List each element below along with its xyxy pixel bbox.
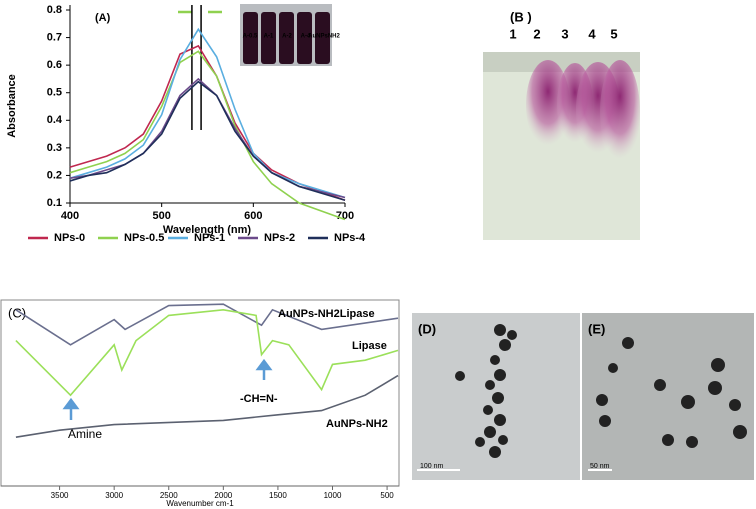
line-series bbox=[69, 77, 346, 199]
legend-label: NPs-4 bbox=[334, 232, 366, 244]
line-series bbox=[69, 50, 346, 221]
lane-label: 2 bbox=[533, 26, 540, 41]
panel-label: (A) bbox=[95, 12, 111, 24]
vial-label: AuNPsNH2 bbox=[308, 34, 340, 40]
legend-label: NPs-0 bbox=[54, 232, 85, 244]
vial-label: A-4 bbox=[301, 34, 311, 40]
scale-label: 50 nm bbox=[590, 463, 610, 470]
y-tick-label: 0.3 bbox=[47, 142, 62, 154]
annotation: Amine bbox=[68, 427, 102, 441]
panel-label: (B ) bbox=[510, 9, 532, 24]
x-axis-label: Wavelength (nm) bbox=[163, 224, 252, 236]
y-tick-label: 0.4 bbox=[47, 114, 63, 126]
x-tick-label: 2500 bbox=[160, 491, 178, 500]
x-axis-label: Wavenumber cm-1 bbox=[166, 499, 234, 508]
line-series bbox=[69, 80, 346, 202]
vial-label: A-2 bbox=[282, 34, 292, 40]
plot-frame bbox=[0, 299, 400, 487]
x-tick-label: 2000 bbox=[214, 491, 232, 500]
x-tick-label: 3500 bbox=[51, 491, 69, 500]
x-tick-label: 1000 bbox=[324, 491, 342, 500]
panel-label: (D) bbox=[418, 321, 436, 336]
x-tick-label: 1500 bbox=[269, 491, 287, 500]
series-label: AuNPs-NH2Lipase bbox=[278, 308, 375, 320]
y-tick-label: 0.5 bbox=[47, 87, 62, 99]
x-tick-label: 700 bbox=[336, 210, 354, 222]
annotation: -CH=N- bbox=[240, 393, 278, 405]
line-series bbox=[15, 374, 399, 438]
y-tick-label: 0.2 bbox=[47, 169, 62, 181]
tem-image-e bbox=[582, 313, 754, 480]
lane-label: 4 bbox=[588, 26, 596, 41]
gel-bands bbox=[526, 60, 640, 164]
y-tick-label: 0.6 bbox=[47, 59, 62, 71]
legend-label: NPs-0.5 bbox=[124, 232, 164, 244]
scale-label: 100 nm bbox=[420, 463, 444, 470]
series-label: Lipase bbox=[352, 340, 387, 352]
y-tick-label: 0.7 bbox=[47, 31, 62, 43]
y-tick-label: 0.1 bbox=[47, 197, 62, 209]
x-tick-label: 3000 bbox=[105, 491, 123, 500]
panel-label: (E) bbox=[588, 321, 605, 336]
y-axis-label: Absorbance bbox=[6, 74, 18, 138]
series-label: AuNPs-NH2 bbox=[326, 418, 388, 430]
legend-label: NPs-2 bbox=[264, 232, 295, 244]
x-tick-label: 500 bbox=[152, 210, 170, 222]
vial-label: A-0.5 bbox=[243, 34, 258, 40]
x-tick-label: 600 bbox=[244, 210, 262, 222]
lane-label: 3 bbox=[561, 26, 568, 41]
nanoparticles bbox=[455, 324, 747, 458]
x-tick-label: 400 bbox=[61, 210, 79, 222]
lane-label: 1 bbox=[509, 26, 516, 41]
arrows bbox=[62, 358, 273, 420]
line-series bbox=[69, 44, 346, 201]
vial-label: A-1 bbox=[264, 34, 274, 40]
panel-label: (C) bbox=[8, 305, 26, 320]
y-tick-label: 0.8 bbox=[47, 4, 62, 16]
line-series bbox=[15, 308, 399, 397]
line-series bbox=[15, 303, 399, 346]
legend-label: NPs-1 bbox=[194, 232, 225, 244]
lane-label: 5 bbox=[610, 26, 617, 41]
x-tick-label: 500 bbox=[380, 491, 394, 500]
vials bbox=[243, 12, 330, 64]
